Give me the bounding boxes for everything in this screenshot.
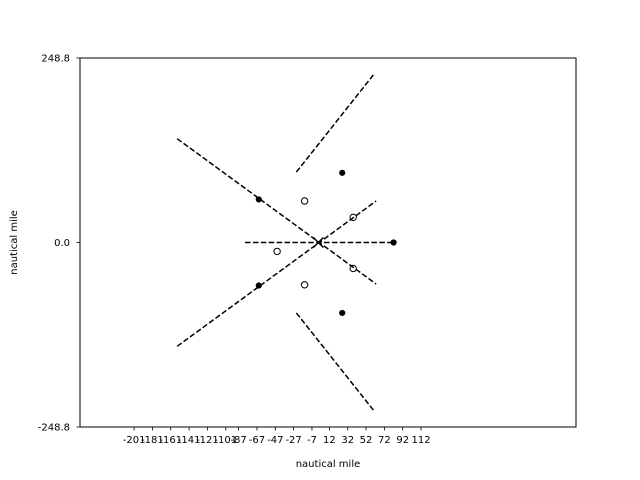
- filled-point-2: [255, 282, 262, 289]
- series-line-3: [295, 74, 374, 173]
- center-point: [312, 236, 324, 249]
- x-tick-label: 92: [396, 435, 409, 446]
- x-tick-label: -101: [214, 435, 237, 446]
- y-axis-title: nautical mile: [9, 210, 20, 275]
- open-point-9: [349, 264, 357, 273]
- x-tick-label: -201: [123, 435, 146, 446]
- open-point-8: [349, 213, 357, 221]
- x-tick-label: -161: [159, 435, 182, 446]
- filled-point-5: [390, 239, 397, 246]
- open-point-7: [300, 281, 309, 289]
- filled-point-3: [339, 169, 346, 176]
- x-tick-label: -87: [230, 435, 246, 446]
- x-tick-label: 52: [360, 435, 373, 446]
- series-line-4: [295, 312, 374, 411]
- filled-point-4: [339, 309, 346, 317]
- y-axis: -248.8 0.0 248.8: [38, 54, 80, 434]
- x-tick-label: -181: [141, 435, 164, 446]
- y-tick-label: -248.8: [38, 423, 70, 434]
- x-tick-label: 72: [378, 435, 391, 446]
- series-line-2: [176, 200, 377, 347]
- x-tick-label: 12: [323, 435, 336, 446]
- open-point-10: [273, 247, 281, 256]
- y-tick-label: 248.8: [41, 54, 70, 65]
- series-line-1: [176, 138, 377, 285]
- x-axis-title: nautical mile: [296, 459, 361, 470]
- y-tick-label: 0.0: [54, 238, 70, 249]
- x-tick-label: 112: [412, 435, 431, 446]
- x-tick-label: -7: [307, 435, 317, 446]
- open-point-6: [300, 197, 309, 205]
- x-tick-label: -67: [249, 435, 265, 446]
- filled-point-1: [255, 196, 262, 203]
- x-tick-label: 32: [341, 435, 354, 446]
- x-tick-label: -47: [267, 435, 283, 446]
- x-tick-label: -141: [178, 435, 201, 446]
- x-tick-label: -121: [196, 435, 219, 446]
- plot-area: [176, 74, 397, 411]
- x-tick-label: -27: [285, 435, 301, 446]
- x-axis: -201-181-161-141-121-101-87 -67 -47 -27 -7 12…: [123, 427, 431, 446]
